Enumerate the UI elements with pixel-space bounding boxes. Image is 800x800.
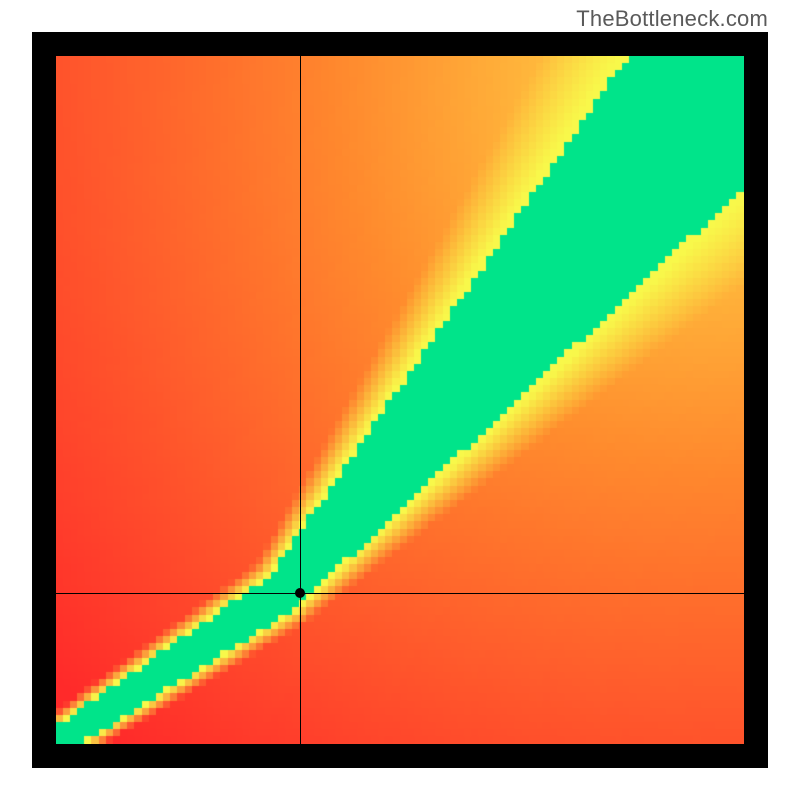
chart-outer-frame	[32, 32, 768, 768]
crosshair-dot	[295, 588, 305, 598]
crosshair-horizontal	[56, 593, 744, 594]
watermark-text: TheBottleneck.com	[576, 6, 768, 32]
crosshair-vertical	[300, 56, 301, 744]
heatmap-canvas	[56, 56, 744, 744]
